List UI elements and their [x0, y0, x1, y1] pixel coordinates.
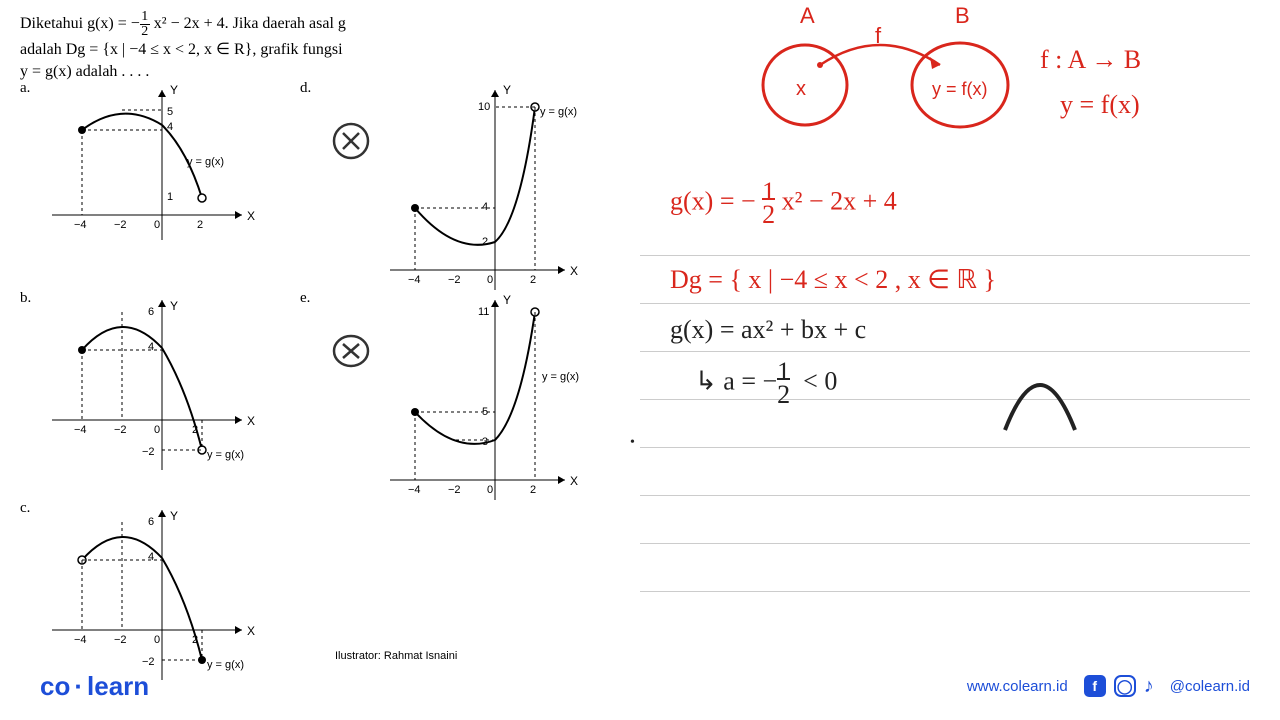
q-line1-prefix: Diketahui g(x) = −: [20, 15, 140, 32]
svg-text:−2: −2: [448, 274, 461, 286]
parabola-sketch: [990, 350, 1090, 440]
svg-text:1: 1: [167, 191, 173, 203]
svg-text:−2: −2: [114, 634, 127, 646]
illustrator-credit: Ilustrator: Rahmat Isnaini: [335, 650, 457, 662]
svg-text:−2: −2: [114, 424, 127, 436]
svg-text:0: 0: [487, 274, 493, 286]
note-yeq: y = f(x): [1060, 90, 1140, 120]
svg-text:10: 10: [478, 101, 490, 113]
frac-num: 1: [141, 9, 148, 24]
svg-text:2: 2: [530, 274, 536, 286]
logo-co: co: [40, 671, 70, 701]
svg-text:2: 2: [482, 236, 488, 248]
svg-text:y = g(x): y = g(x): [207, 449, 244, 461]
logo-learn: learn: [87, 671, 149, 701]
option-label-b: b.: [20, 290, 38, 307]
svg-text:y = g(x): y = g(x): [542, 371, 579, 383]
tiktok-icon: ♪: [1144, 675, 1154, 698]
option-label-c: c.: [20, 500, 38, 517]
footer-right: www.colearn.id f ◯ ♪ @colearn.id: [967, 675, 1250, 698]
footer: co·learn www.colearn.id f ◯ ♪ @colearn.i…: [40, 671, 1250, 702]
svg-text:−2: −2: [448, 484, 461, 496]
svg-text:−2: −2: [142, 446, 155, 458]
svg-text:f: f: [875, 23, 882, 48]
charts-grid: a. X Y −4 −2 0 2 5 4 1: [20, 80, 580, 695]
svg-text:Y: Y: [503, 83, 511, 97]
svg-text:B: B: [955, 5, 970, 28]
note-gform: g(x) = ax² + bx + c: [670, 315, 866, 345]
svg-text:X: X: [570, 264, 578, 278]
question-text: Diketahui g(x) = −12 x² − 2x + 4. Jika d…: [20, 10, 580, 84]
dot-mark: •: [630, 435, 635, 451]
cross-mark-d: [330, 120, 372, 162]
svg-text:0: 0: [154, 219, 160, 231]
frac-den: 2: [140, 24, 150, 39]
svg-text:0: 0: [154, 634, 160, 646]
svg-text:A: A: [800, 5, 815, 28]
svg-text:Y: Y: [170, 509, 178, 523]
svg-text:−4: −4: [408, 484, 421, 496]
ruled-lines: [640, 255, 1250, 639]
svg-text:−4: −4: [74, 219, 87, 231]
svg-text:−4: −4: [408, 274, 421, 286]
svg-text:4: 4: [148, 341, 154, 353]
note-map: f : A → B: [1040, 45, 1141, 75]
chart-c: X Y −4 −2 0 2 6 4 −2 y: [42, 500, 262, 695]
svg-text:y = g(x): y = g(x): [540, 106, 577, 118]
svg-text:4: 4: [482, 201, 488, 213]
svg-text:X: X: [247, 209, 255, 223]
svg-text:2: 2: [530, 484, 536, 496]
svg-text:0: 0: [154, 424, 160, 436]
svg-text:y = f(x): y = f(x): [932, 79, 988, 99]
svg-text:x: x: [796, 78, 806, 100]
brand-logo: co·learn: [40, 671, 149, 702]
svg-text:−4: −4: [74, 634, 87, 646]
chart-b: X Y −4 −2 0 2 6 4 −2 y: [42, 290, 262, 485]
svg-text:X: X: [570, 474, 578, 488]
cross-mark-e: [330, 330, 372, 372]
q-line3: y = g(x) adalah . . . .: [20, 63, 149, 80]
footer-url: www.colearn.id: [967, 678, 1068, 695]
svg-text:X: X: [247, 414, 255, 428]
set-diagram: A B x y = f(x) f: [680, 5, 1040, 155]
svg-text:Y: Y: [503, 293, 511, 307]
notes-area: A B x y = f(x) f f : A → B y = f(x) g(x)…: [640, 5, 1250, 625]
option-label-a: a.: [20, 80, 38, 97]
q-line2: adalah Dg = {x | −4 ≤ x < 2, x ∈ R}, gra…: [20, 41, 343, 58]
svg-text:X: X: [247, 624, 255, 638]
chart-e: X Y −4 −2 0 2 11 5 3 y = g(x): [380, 290, 580, 515]
chart-d: X Y −4 −2 0 2 10 4 2 y = g(x): [380, 80, 580, 305]
svg-text:4: 4: [148, 551, 154, 563]
svg-text:6: 6: [148, 516, 154, 528]
note-aval: ↳ a = −12 < 0: [695, 360, 837, 407]
footer-handle: @colearn.id: [1170, 678, 1250, 695]
note-dg: Dg = { x | −4 ≤ x < 2 , x ∈ ℝ }: [670, 265, 996, 295]
svg-text:0: 0: [487, 484, 493, 496]
svg-text:2: 2: [197, 219, 203, 231]
svg-text:5: 5: [167, 106, 173, 118]
facebook-icon: f: [1084, 675, 1106, 697]
svg-text:Y: Y: [170, 299, 178, 313]
note-gx: g(x) = − 12 x² − 2x + 4: [670, 180, 897, 227]
instagram-icon: ◯: [1114, 675, 1136, 697]
chart-a: X Y −4 −2 0 2 5 4 1 y = g(x): [42, 80, 262, 255]
option-label-d: d.: [300, 80, 316, 97]
svg-text:−2: −2: [142, 656, 155, 668]
svg-text:y = g(x): y = g(x): [187, 156, 224, 168]
option-label-e: e.: [300, 290, 316, 307]
svg-text:11: 11: [478, 306, 489, 318]
svg-text:6: 6: [148, 306, 154, 318]
svg-text:y = g(x): y = g(x): [207, 659, 244, 671]
svg-text:−4: −4: [74, 424, 87, 436]
svg-text:−2: −2: [114, 219, 127, 231]
svg-text:Y: Y: [170, 83, 178, 97]
q-line1-suffix: x² − 2x + 4. Jika daerah asal g: [150, 15, 346, 32]
